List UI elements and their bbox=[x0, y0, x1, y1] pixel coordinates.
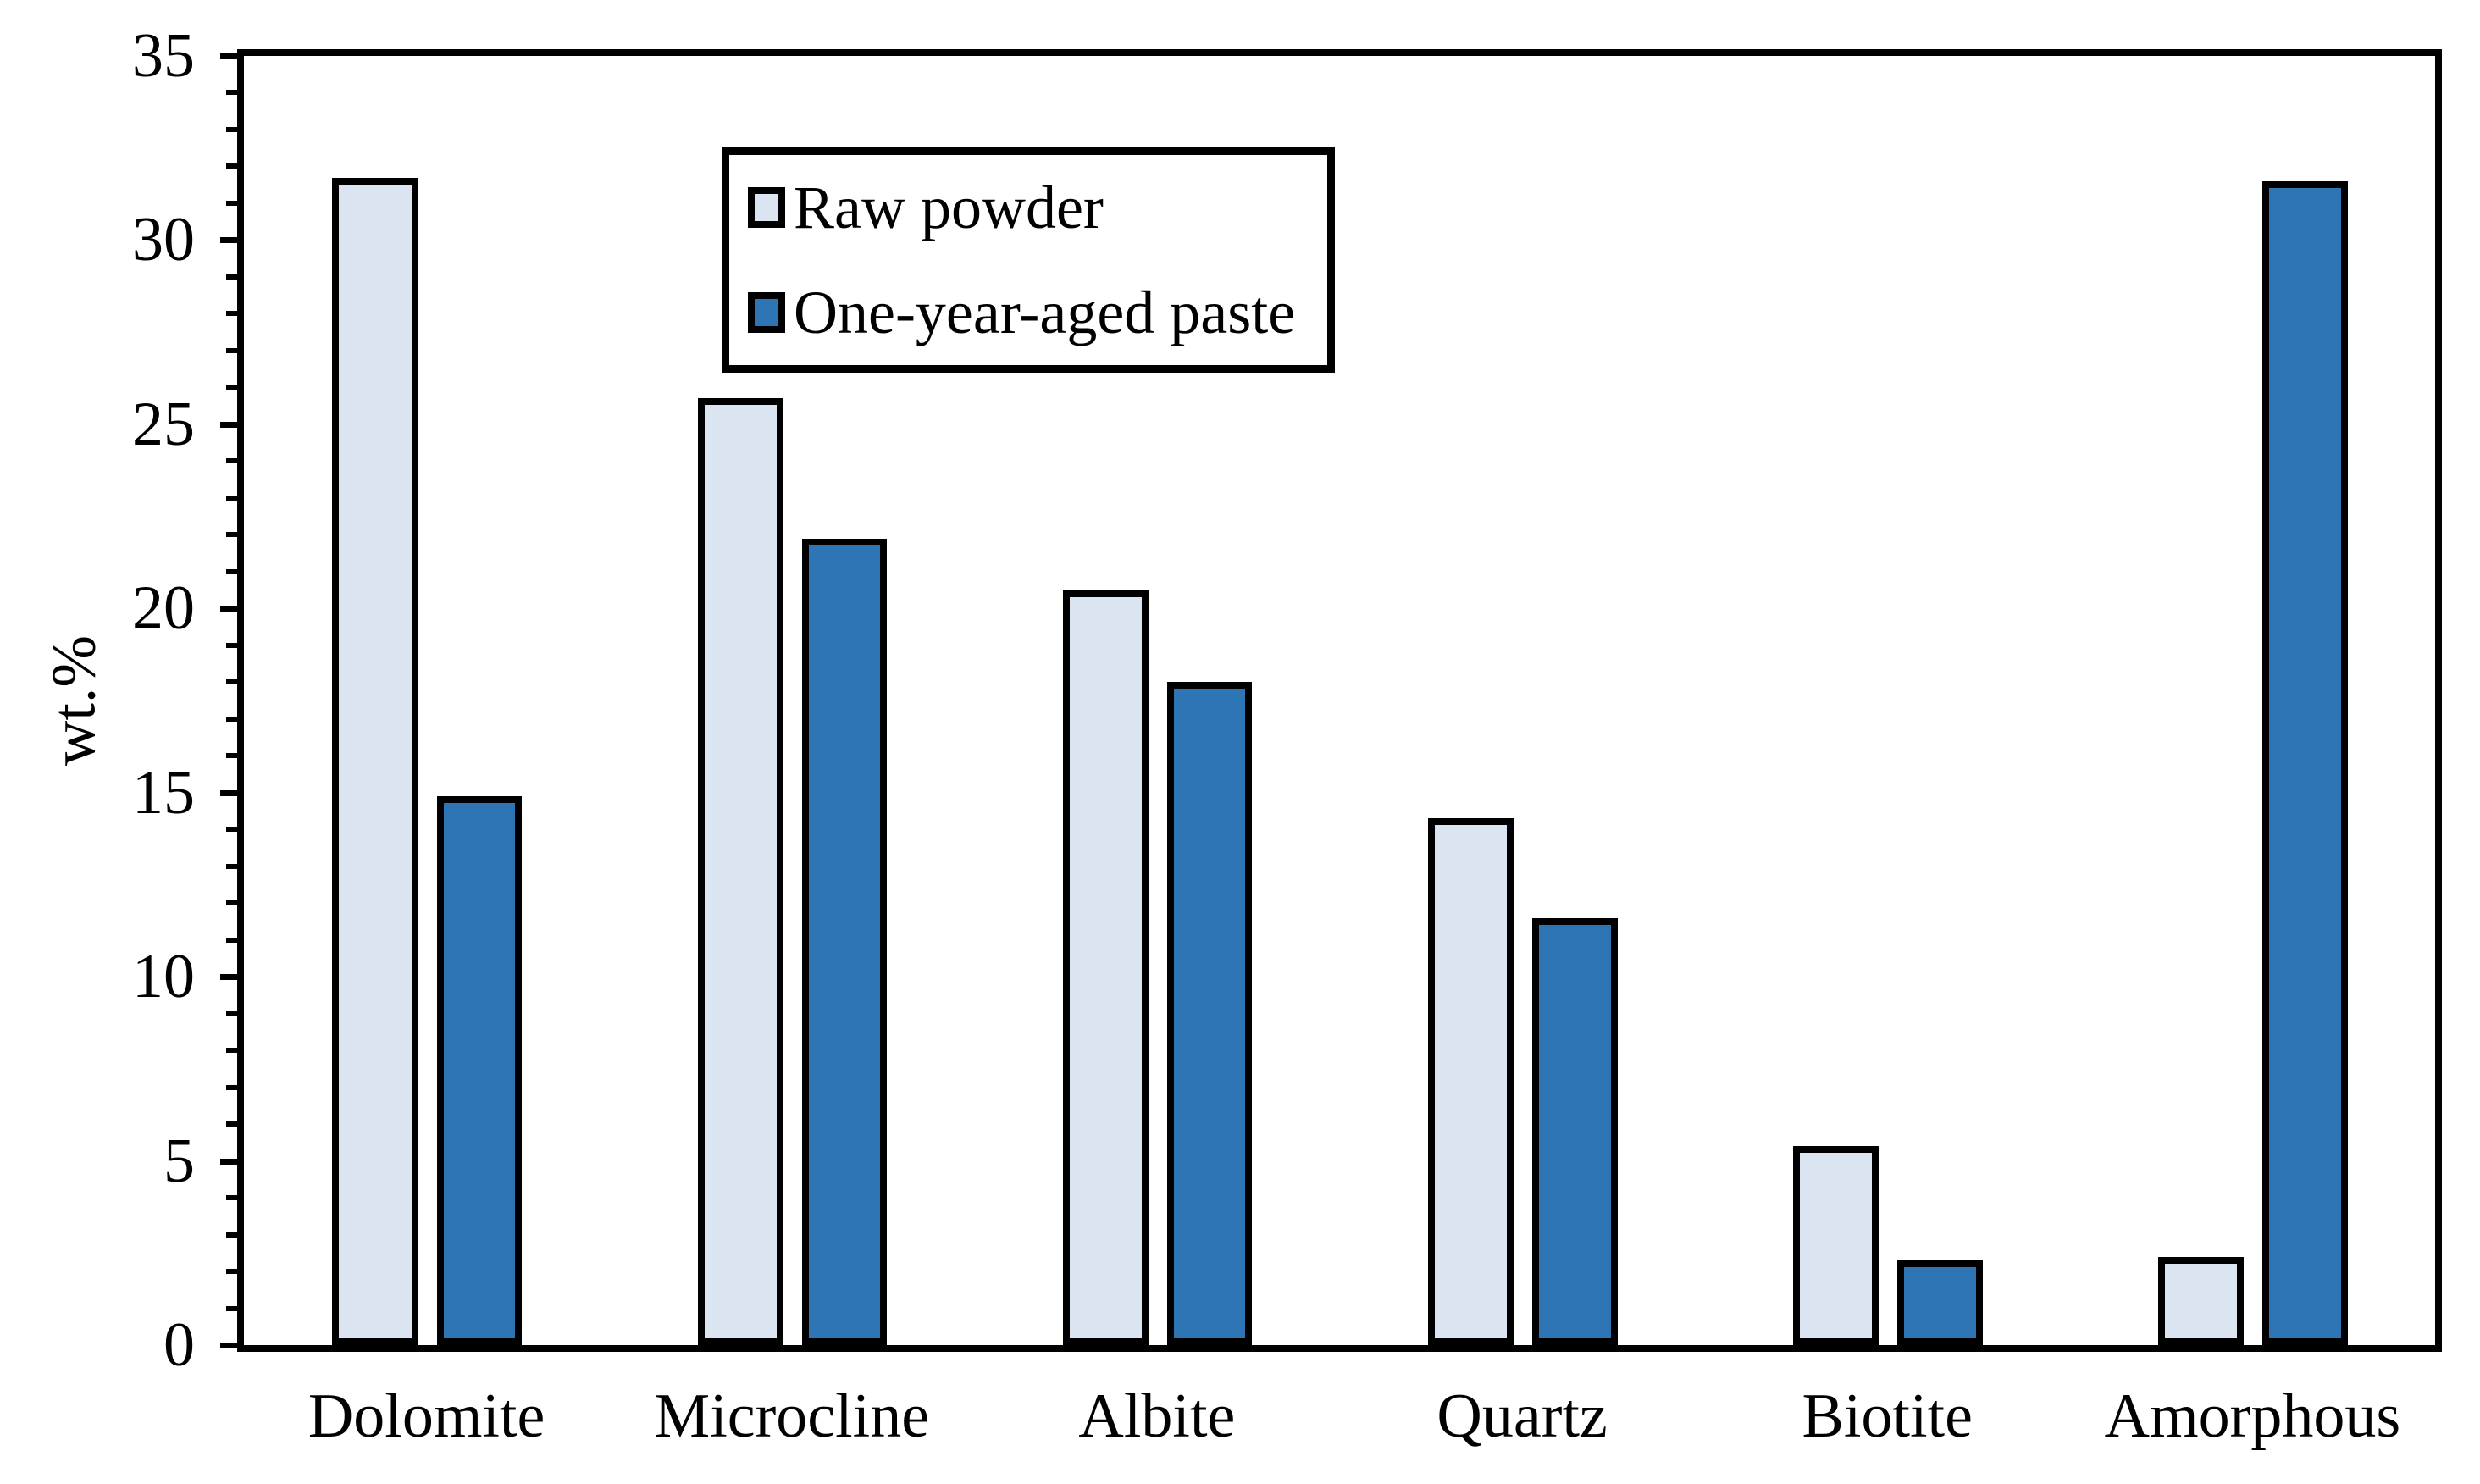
bar-albite-one-year-aged-paste bbox=[1166, 682, 1253, 1345]
y-minor-tick bbox=[226, 1195, 237, 1201]
legend-item-one-year-aged-paste: One-year-aged paste bbox=[748, 280, 1327, 346]
y-tick-label: 20 bbox=[132, 573, 195, 644]
y-minor-tick bbox=[226, 311, 237, 317]
x-category-label-biotite: Biotite bbox=[1802, 1382, 1973, 1451]
y-minor-tick bbox=[226, 679, 237, 685]
legend-swatch-raw-powder bbox=[748, 187, 785, 228]
y-minor-tick bbox=[226, 274, 237, 280]
y-minor-tick bbox=[226, 458, 237, 464]
y-major-tick bbox=[220, 974, 237, 981]
y-minor-tick bbox=[226, 1305, 237, 1311]
bar-microcline-one-year-aged-paste bbox=[801, 538, 888, 1345]
legend-swatch-one-year-aged-paste bbox=[748, 292, 785, 333]
y-major-tick bbox=[220, 237, 237, 244]
y-minor-tick bbox=[226, 1232, 237, 1238]
y-major-tick bbox=[220, 789, 237, 796]
y-minor-tick bbox=[226, 385, 237, 390]
y-tick-label: 25 bbox=[132, 389, 195, 459]
y-tick-label: 10 bbox=[132, 942, 195, 1012]
y-major-tick bbox=[220, 606, 237, 612]
x-category-label-dolomite: Dolomite bbox=[307, 1382, 545, 1451]
x-category-label-quartz: Quartz bbox=[1437, 1382, 1608, 1451]
y-minor-tick bbox=[226, 90, 237, 96]
y-minor-tick bbox=[226, 716, 237, 722]
y-tick-label: 30 bbox=[132, 205, 195, 275]
y-minor-tick bbox=[226, 200, 237, 206]
x-category-label-amorphous: Amorphous bbox=[2104, 1382, 2401, 1451]
y-major-tick bbox=[220, 1343, 237, 1348]
y-minor-tick bbox=[226, 642, 237, 648]
bar-biotite-raw-powder bbox=[1793, 1146, 1879, 1345]
y-minor-tick bbox=[226, 532, 237, 538]
y-minor-tick bbox=[226, 863, 237, 869]
y-tick-label: 35 bbox=[132, 21, 195, 91]
y-minor-tick bbox=[226, 163, 237, 169]
bar-dolomite-one-year-aged-paste bbox=[436, 796, 523, 1345]
y-minor-tick bbox=[226, 753, 237, 759]
legend-item-raw-powder: Raw powder bbox=[748, 174, 1327, 241]
y-minor-tick bbox=[226, 1269, 237, 1275]
y-minor-tick bbox=[226, 347, 237, 353]
y-minor-tick bbox=[226, 1084, 237, 1090]
legend: Raw powder One-year-aged paste bbox=[722, 147, 1335, 373]
bar-quartz-raw-powder bbox=[1427, 818, 1514, 1345]
x-category-label-microcline: Microcline bbox=[654, 1382, 930, 1451]
y-minor-tick bbox=[226, 1048, 237, 1054]
y-minor-tick bbox=[226, 937, 237, 943]
y-minor-tick bbox=[226, 1121, 237, 1127]
bar-amorphous-raw-powder bbox=[2158, 1256, 2245, 1345]
y-minor-tick bbox=[226, 568, 237, 574]
plot-area: Raw powder One-year-aged paste bbox=[237, 49, 2442, 1352]
y-minor-tick bbox=[226, 900, 237, 906]
y-minor-tick bbox=[226, 827, 237, 833]
y-tick-label: 5 bbox=[163, 1126, 195, 1196]
y-major-tick bbox=[220, 1158, 237, 1165]
y-tick-label: 15 bbox=[132, 757, 195, 828]
y-minor-tick bbox=[226, 495, 237, 501]
y-minor-tick bbox=[226, 1011, 237, 1016]
bar-albite-raw-powder bbox=[1062, 590, 1149, 1345]
y-minor-tick bbox=[226, 126, 237, 132]
legend-label-raw-powder: Raw powder bbox=[794, 174, 1104, 241]
bar-biotite-one-year-aged-paste bbox=[1897, 1260, 1983, 1345]
y-major-tick bbox=[220, 53, 237, 59]
bar-quartz-one-year-aged-paste bbox=[1532, 917, 1618, 1345]
y-major-tick bbox=[220, 421, 237, 428]
y-tick-label: 0 bbox=[163, 1310, 195, 1380]
bar-amorphous-one-year-aged-paste bbox=[2262, 180, 2348, 1345]
legend-label-one-year-aged-paste: One-year-aged paste bbox=[794, 279, 1296, 346]
bar-microcline-raw-powder bbox=[697, 398, 783, 1345]
bar-dolomite-raw-powder bbox=[332, 177, 418, 1345]
x-category-label-albite: Albite bbox=[1078, 1382, 1236, 1451]
